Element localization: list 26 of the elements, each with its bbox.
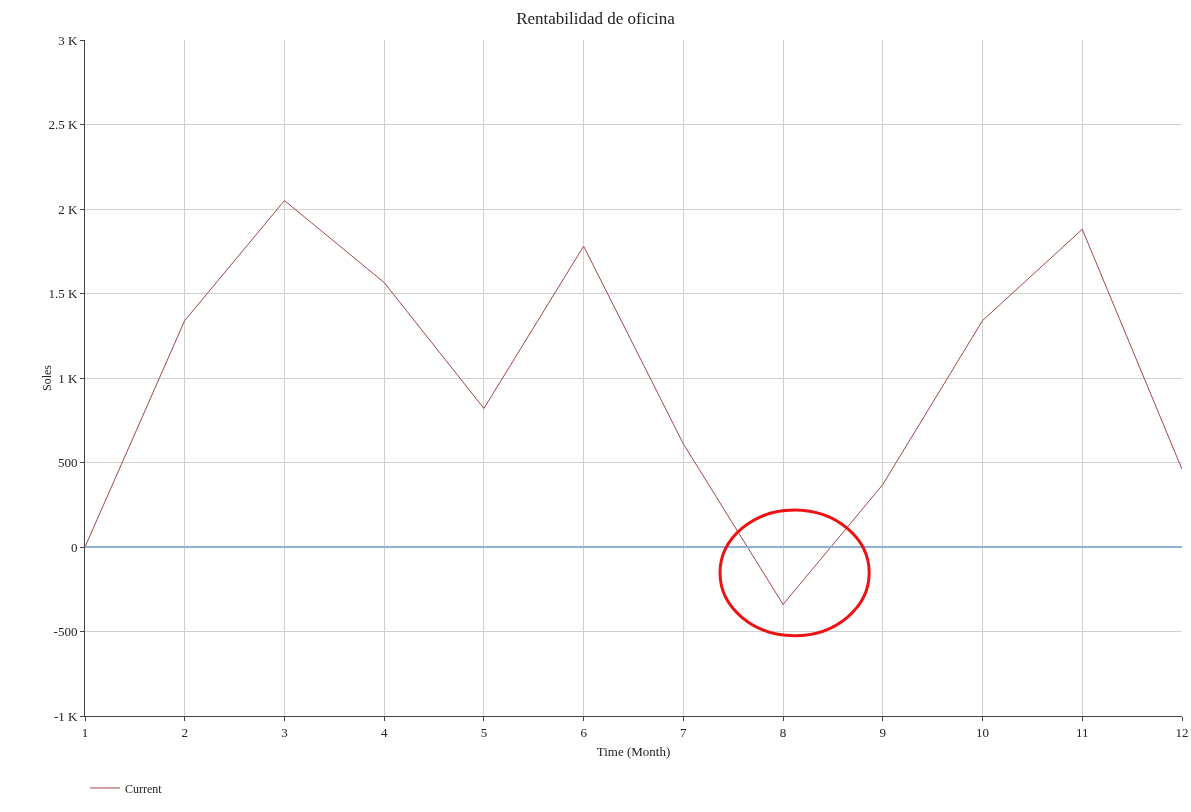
legend-label: Current — [125, 781, 163, 796]
x-axis-title: Time (Month) — [596, 744, 671, 760]
x-tick-label: 7 — [680, 724, 688, 740]
chart-title: Rentabilidad de oficina — [516, 9, 676, 29]
y-axis-title: Soles — [40, 364, 54, 392]
y-tick-label: 2 K — [58, 201, 79, 217]
y-tick-label: -500 — [53, 624, 78, 640]
x-tick-label: 10 — [976, 724, 990, 740]
x-tick-label: 1 — [81, 724, 89, 740]
y-tick-label: 2.5 K — [48, 117, 79, 133]
y-tick-label: -1 K — [53, 708, 79, 724]
y-tick-label: 3 K — [58, 32, 79, 48]
x-tick-label: 5 — [480, 724, 488, 740]
line-series — [85, 200, 1182, 605]
x-tick-label: 12 — [1175, 724, 1189, 740]
x-tick-label: 4 — [380, 724, 388, 740]
x-tick-label: 2 — [181, 724, 188, 740]
x-tick-label: 8 — [779, 724, 787, 740]
x-tick-label: 11 — [1076, 724, 1089, 740]
x-tick-label: 9 — [879, 724, 887, 740]
x-tick-label: 6 — [580, 724, 588, 740]
x-tick-label: 3 — [281, 724, 288, 740]
y-tick-label: 0 — [70, 539, 78, 555]
y-tick-label: 1.5 K — [48, 286, 79, 302]
y-tick-label: 1 K — [58, 370, 79, 386]
y-tick-label: 500 — [57, 455, 78, 471]
